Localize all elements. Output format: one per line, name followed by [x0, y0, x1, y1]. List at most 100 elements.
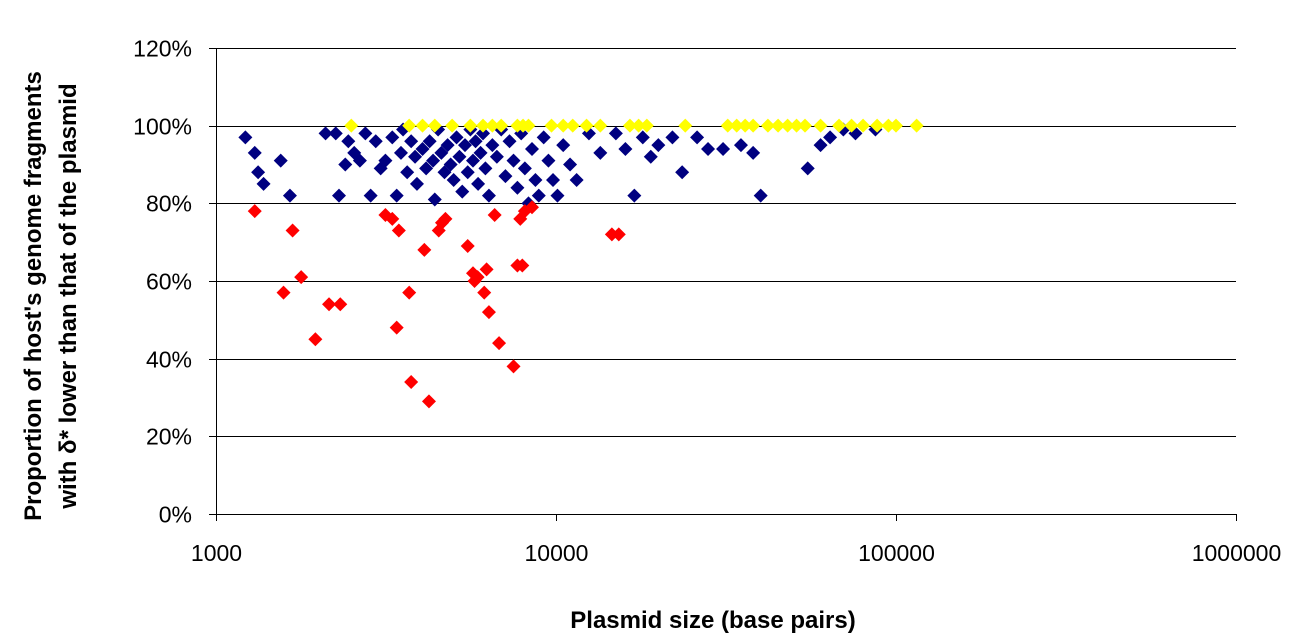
- data-point: [579, 118, 594, 133]
- gridlines: [216, 48, 1236, 437]
- data-point: [463, 118, 478, 133]
- data-point: [494, 118, 509, 133]
- data-point: [481, 188, 496, 203]
- data-point: [746, 118, 761, 133]
- data-point: [460, 165, 475, 180]
- data-point: [502, 134, 517, 149]
- data-point: [438, 211, 453, 226]
- data-point: [789, 118, 804, 133]
- data-point: [720, 118, 735, 133]
- data-point: [909, 118, 924, 133]
- y-tick-label: 120%: [133, 36, 192, 62]
- x-tick-label: 1000: [191, 540, 242, 566]
- y-tick-labels: 0% 20% 40% 60% 80% 100% 120%: [133, 36, 192, 528]
- series-2: [344, 118, 924, 133]
- data-point: [368, 134, 383, 149]
- data-point: [823, 130, 838, 145]
- data-point: [800, 161, 815, 176]
- data-point: [546, 173, 561, 188]
- x-tick-label: 100000: [858, 540, 935, 566]
- data-point: [771, 118, 786, 133]
- data-point: [478, 161, 493, 176]
- data-point: [471, 176, 486, 191]
- x-tick-label: 10000: [525, 540, 589, 566]
- data-point: [402, 285, 417, 300]
- data-point: [544, 118, 559, 133]
- data-point: [385, 211, 400, 226]
- data-point: [485, 138, 500, 153]
- data-point: [733, 138, 748, 153]
- data-point: [378, 153, 393, 168]
- data-point: [753, 188, 768, 203]
- data-point: [651, 138, 666, 153]
- data-point: [665, 130, 680, 145]
- data-point: [247, 145, 262, 160]
- data-point: [409, 176, 424, 191]
- x-tick-labels: 1000 10000 100000 1000000: [191, 540, 1281, 566]
- data-point: [473, 145, 488, 160]
- data-point: [402, 118, 417, 133]
- data-point: [729, 118, 744, 133]
- data-point: [675, 165, 690, 180]
- data-point: [531, 188, 546, 203]
- data-point: [328, 126, 343, 141]
- data-point: [404, 134, 419, 149]
- data-point: [521, 118, 536, 133]
- data-point: [422, 134, 437, 149]
- data-point: [285, 223, 300, 238]
- data-point: [760, 118, 775, 133]
- series-1: [247, 200, 626, 409]
- data-point: [506, 153, 521, 168]
- data-point: [611, 227, 626, 242]
- data-point: [468, 134, 483, 149]
- series-0: [238, 122, 883, 211]
- data-point: [889, 118, 903, 133]
- data-point: [318, 126, 333, 141]
- data-point: [550, 188, 565, 203]
- data-point: [489, 149, 504, 164]
- data-point: [701, 141, 716, 156]
- data-point: [844, 118, 859, 133]
- data-point: [569, 173, 584, 188]
- data-point: [541, 153, 556, 168]
- data-point: [746, 145, 761, 160]
- data-point: [333, 297, 348, 312]
- data-point: [563, 157, 578, 172]
- data-point: [238, 130, 253, 145]
- data-point: [308, 332, 323, 347]
- data-point: [470, 270, 485, 285]
- data-point: [251, 165, 266, 180]
- data-point: [798, 118, 813, 133]
- data-point: [498, 169, 513, 184]
- data-point: [678, 118, 693, 133]
- data-point: [608, 126, 623, 141]
- data-point: [528, 173, 543, 188]
- data-point: [445, 118, 460, 133]
- data-point: [352, 153, 367, 168]
- data-point: [389, 188, 404, 203]
- data-points: [238, 118, 924, 409]
- data-point: [881, 118, 896, 133]
- data-point: [813, 138, 828, 153]
- y-axis-title-line-1: Proportion of host's genome fragments: [20, 71, 47, 521]
- data-point: [426, 153, 441, 168]
- data-point: [427, 192, 442, 207]
- data-point: [282, 188, 297, 203]
- data-point: [631, 118, 646, 133]
- data-point: [477, 285, 492, 300]
- data-point: [738, 118, 753, 133]
- x-tick-label: 1000000: [1192, 540, 1282, 566]
- data-point: [465, 153, 480, 168]
- data-point: [870, 118, 885, 133]
- data-point: [635, 130, 650, 145]
- data-point: [455, 184, 470, 199]
- data-point: [404, 374, 419, 389]
- data-point: [247, 204, 262, 219]
- data-point: [389, 320, 404, 335]
- data-point: [517, 161, 532, 176]
- data-point: [341, 134, 356, 149]
- data-point: [419, 161, 434, 176]
- y-tick-label: 20%: [146, 424, 192, 450]
- data-point: [565, 118, 580, 133]
